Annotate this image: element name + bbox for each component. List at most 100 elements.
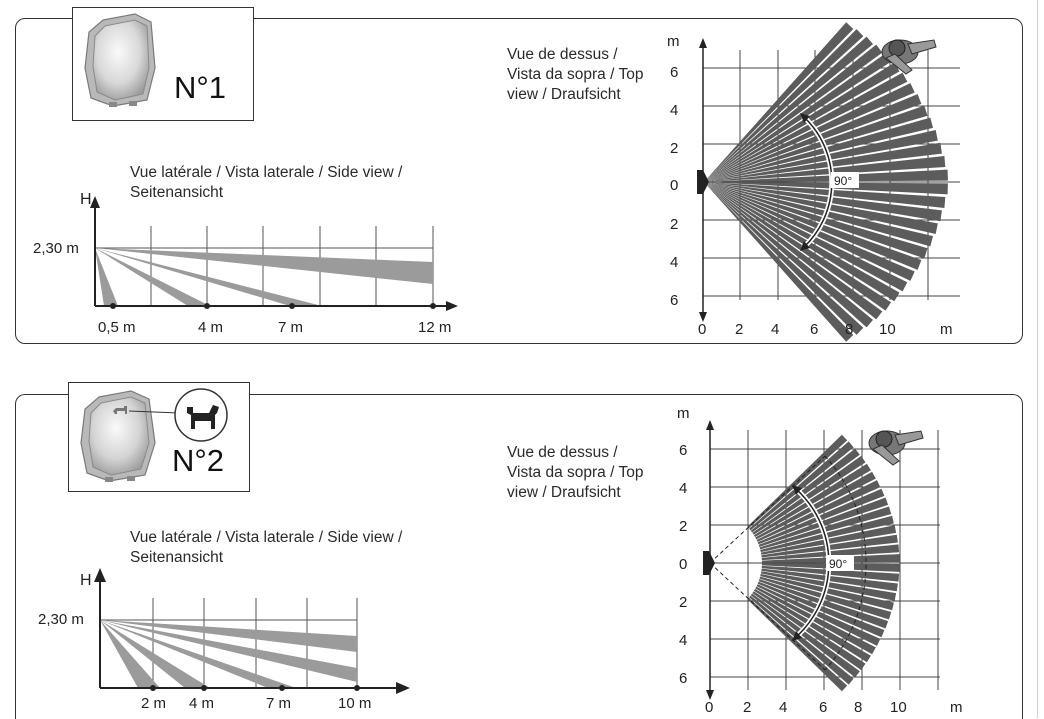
top-beam <box>756 480 881 542</box>
top-y-tick: 2 <box>670 216 678 233</box>
page-edge-line <box>1037 0 1038 718</box>
top-beam <box>704 182 948 195</box>
top-beam <box>750 448 860 533</box>
side-marker <box>279 685 285 691</box>
side-beam-near <box>100 620 296 688</box>
top-beam <box>756 584 881 646</box>
top-x-tick: 0 <box>705 699 713 716</box>
top-unit-y: m <box>667 33 680 50</box>
top-x-tick: 8 <box>854 699 862 716</box>
detector-2-top-caption: Vue de dessus / Vista da sopra / Top vie… <box>507 444 644 501</box>
side-beam-far <box>95 248 433 284</box>
side-height-label: 2,30 m <box>38 611 84 628</box>
top-beam <box>704 182 883 320</box>
side-marker <box>201 685 207 691</box>
side-h-arrow <box>94 568 106 582</box>
top-y-tick: 6 <box>670 292 678 309</box>
side-distance-label: 2 m <box>141 695 166 712</box>
top-beam <box>704 182 908 292</box>
detector-2-side-view: H 2,30 m 2 m 4 m 7 m 10 m <box>38 568 410 712</box>
top-beam <box>704 94 922 182</box>
top-beam <box>704 36 873 182</box>
top-unit-y: m <box>677 405 690 422</box>
side-distance-label: 7 m <box>278 319 303 336</box>
top-beam <box>704 182 946 208</box>
top-beam <box>758 497 889 547</box>
top-beam <box>759 506 892 550</box>
top-beam-fan <box>747 434 900 692</box>
side-beam-closest <box>100 620 160 688</box>
top-y-tick: 4 <box>679 632 687 649</box>
side-distance-label: 4 m <box>189 695 214 712</box>
top-y-tick: 0 <box>670 177 678 194</box>
top-beam <box>704 44 883 182</box>
angle-label: 90° <box>829 557 847 571</box>
top-beam <box>750 593 860 678</box>
side-h-label: H <box>80 191 92 208</box>
top-beam <box>704 62 900 183</box>
top-beam <box>704 182 928 259</box>
detector-2-image <box>80 388 228 482</box>
top-beam <box>704 182 864 335</box>
angle-label: 90° <box>834 174 852 188</box>
side-x-arrow <box>396 682 410 694</box>
top-beam <box>704 182 892 311</box>
top-y-tick: 6 <box>670 64 678 81</box>
side-beam-close <box>95 248 118 306</box>
side-marker <box>354 685 360 691</box>
side-beam-close <box>100 620 210 688</box>
side-distance-label: 0,5 m <box>98 319 136 336</box>
top-beam <box>704 142 942 182</box>
top-y-tick: 2 <box>679 594 687 611</box>
top-y-tick: 2 <box>670 140 678 157</box>
side-h-arrow <box>90 196 100 208</box>
top-y-tick: 4 <box>670 102 678 119</box>
top-y-tick: 6 <box>679 442 687 459</box>
top-beam <box>752 591 866 671</box>
top-y-tick: 0 <box>679 556 687 573</box>
top-x-tick: 2 <box>743 699 751 716</box>
detector-2-top-view: 90° m 6 4 2 0 2 4 6 0 2 4 6 8 10 m <box>677 405 963 716</box>
detector-2-side-caption: Vue latérale / Vista laterale / Side vie… <box>130 529 403 566</box>
top-beam <box>704 156 946 182</box>
top-beam <box>755 586 876 655</box>
top-beam <box>757 581 885 638</box>
side-h-label: H <box>80 572 92 589</box>
top-beam <box>704 182 942 222</box>
detector-2-symbol <box>703 551 715 575</box>
top-x-tick: 6 <box>810 321 818 338</box>
side-distance-label: 4 m <box>198 319 223 336</box>
side-height-label: 2,30 m <box>33 240 79 257</box>
detector-1-side-view: H 2,30 m 0,5 m 4 m 7 m 12 m <box>33 191 458 336</box>
side-distance-label: 12 m <box>418 319 451 336</box>
top-beam <box>755 471 876 540</box>
top-x-tick: 10 <box>890 699 907 716</box>
top-beam <box>753 463 871 537</box>
top-unit-x: m <box>950 699 963 716</box>
side-distance-label: 10 m <box>338 695 371 712</box>
top-unit-x: m <box>940 321 953 338</box>
top-y-tick: 4 <box>679 480 687 497</box>
side-beam-far <box>100 620 357 652</box>
side-x-arrow <box>446 301 458 311</box>
top-beam <box>704 117 933 182</box>
detector-1-top-caption: Vue de dessus / Vista da sopra / Top vie… <box>507 46 644 103</box>
top-beam <box>749 595 854 685</box>
side-marker <box>150 685 156 691</box>
dog-icon <box>187 405 219 429</box>
side-beam-mid <box>100 620 357 682</box>
person-icon <box>881 39 937 75</box>
top-beam <box>704 182 915 281</box>
top-beam <box>704 83 915 182</box>
top-beam <box>704 53 892 183</box>
side-distance-label: 7 m <box>266 695 291 712</box>
top-x-tick: 2 <box>735 321 743 338</box>
top-beam-fan <box>704 22 948 342</box>
top-beam <box>704 182 900 302</box>
side-marker <box>430 303 436 309</box>
top-beam <box>704 130 938 182</box>
top-y-tick: 4 <box>670 254 678 271</box>
top-x-tick: 4 <box>779 699 787 716</box>
detector-2-model-label: N°2 <box>172 443 225 478</box>
